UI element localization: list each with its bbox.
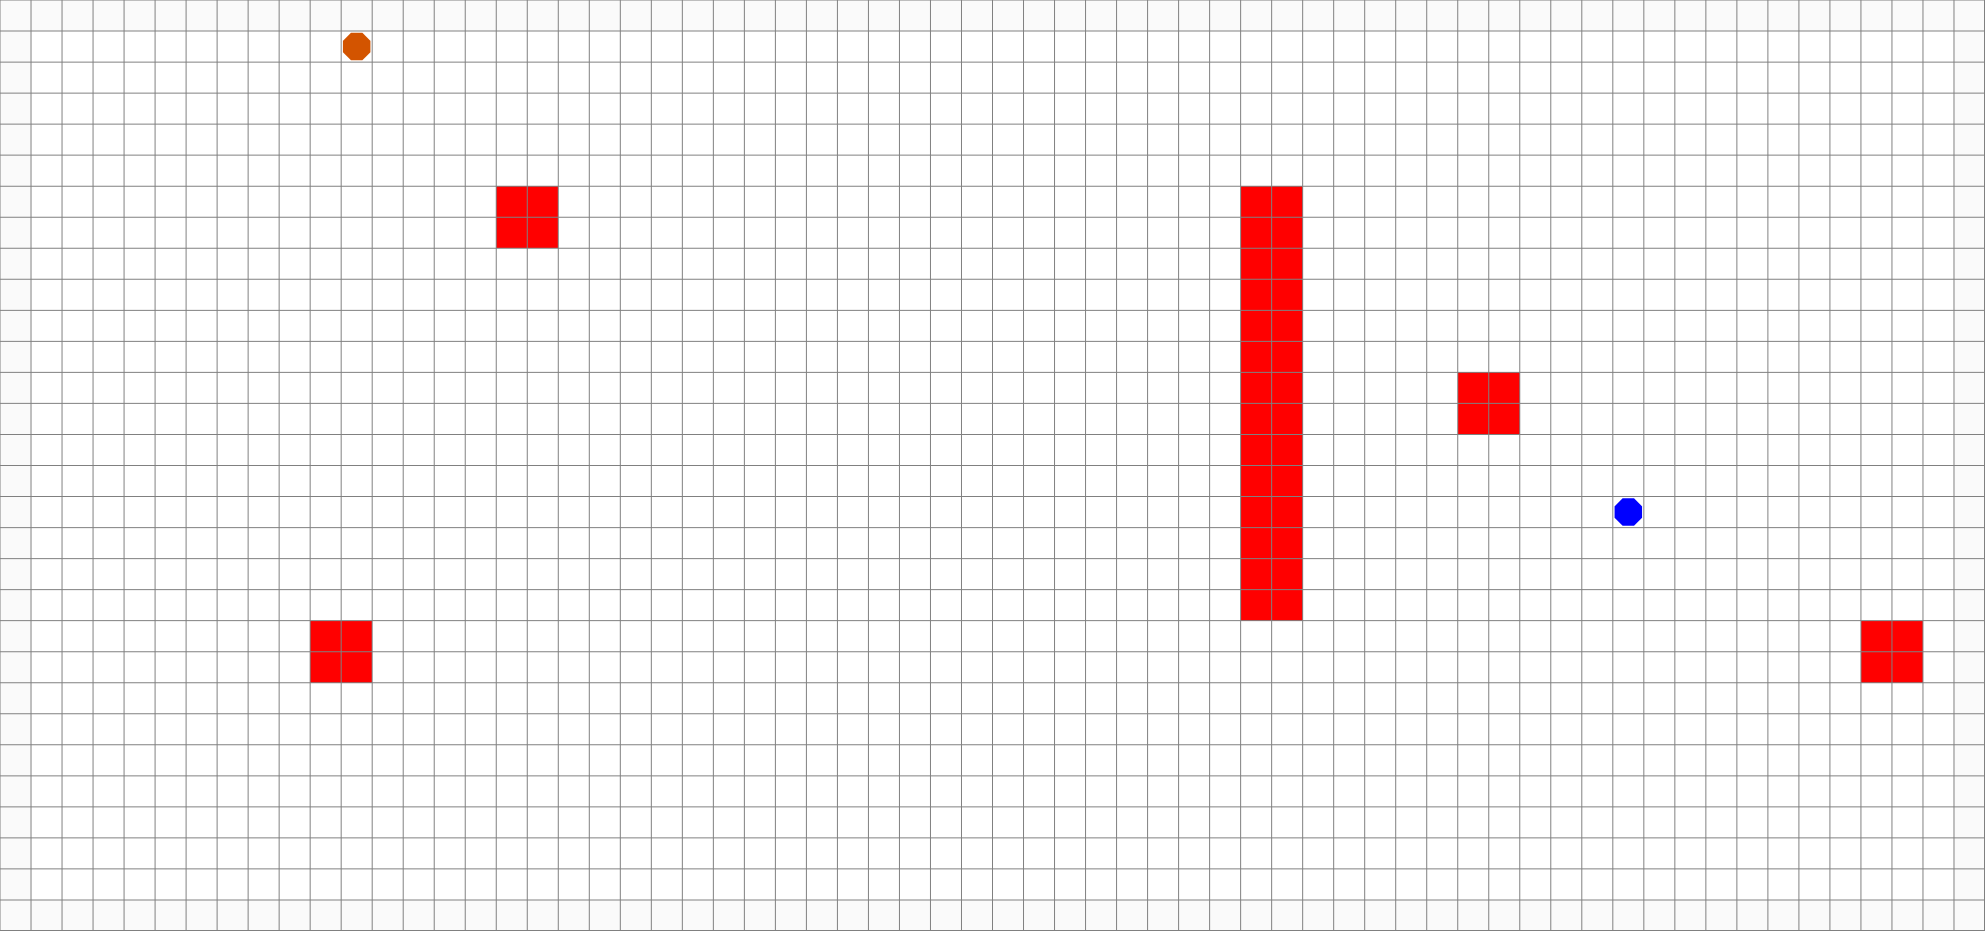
- blue-agent: [1614, 498, 1643, 526]
- agent-layer: [342, 32, 1643, 526]
- orange-agent: [342, 32, 371, 61]
